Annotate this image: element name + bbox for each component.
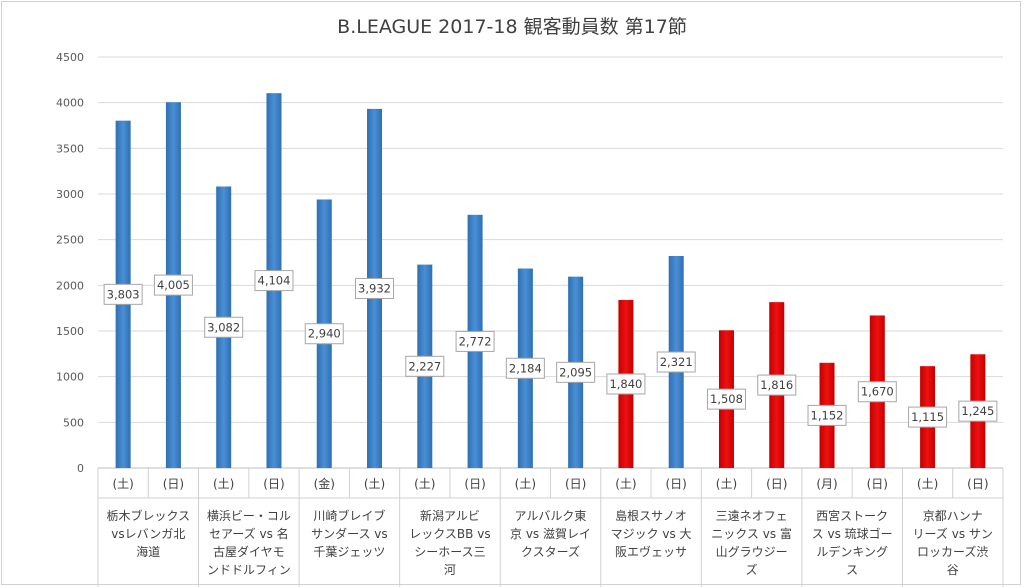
category-label: 川崎ブレイブ xyxy=(313,508,385,523)
data-label-box xyxy=(405,355,445,377)
y-tick-label: 1000 xyxy=(56,371,84,384)
day-label: (日) xyxy=(766,477,787,491)
data-label-box xyxy=(706,388,746,410)
category-label: ス vs 琉球ゴー xyxy=(812,526,893,541)
data-label: 2,772 xyxy=(459,334,492,348)
y-tick-label: 1500 xyxy=(56,325,84,338)
category-label: リーズ vs サン xyxy=(913,526,993,541)
y-tick-label: 500 xyxy=(63,416,84,429)
category-label: 横浜ビー・コル xyxy=(207,509,291,523)
y-tick-label: 3000 xyxy=(56,188,84,201)
day-label: (土) xyxy=(917,477,938,491)
data-label: 3,082 xyxy=(207,320,240,334)
category-label: 京 vs 滋賀レイ xyxy=(510,527,591,541)
day-label: (日) xyxy=(464,477,485,491)
data-label-box xyxy=(958,400,998,422)
data-label: 1,245 xyxy=(961,404,994,418)
day-label: (土) xyxy=(112,477,133,491)
data-label: 1,115 xyxy=(911,410,944,424)
category-label: 千葉ジェッツ xyxy=(313,545,385,559)
category-label: ニックス vs 富 xyxy=(711,526,792,541)
day-label: (日) xyxy=(967,477,988,491)
chart-title: B.LEAGUE 2017-18 観客動員数 第17節 xyxy=(337,16,687,38)
category-label: 谷 xyxy=(947,563,959,577)
category-label: 古屋ダイヤモ xyxy=(213,544,285,559)
data-label-box xyxy=(606,373,646,395)
day-label: (金) xyxy=(314,476,335,491)
data-label: 1,152 xyxy=(811,408,844,422)
data-label: 1,670 xyxy=(861,385,894,399)
y-tick-label: 0 xyxy=(77,462,84,475)
category-label: ンドドルフィン xyxy=(207,563,291,577)
data-label-box xyxy=(556,361,596,383)
data-label-box xyxy=(908,406,948,428)
y-tick-label: 3500 xyxy=(56,142,84,155)
day-label: (日) xyxy=(263,477,284,491)
data-label-box xyxy=(656,351,696,373)
data-label-box xyxy=(857,381,897,403)
day-label: (月) xyxy=(816,477,837,491)
day-label: (日) xyxy=(163,477,184,491)
y-tick-label: 2500 xyxy=(56,234,84,247)
data-label: 2,095 xyxy=(559,365,592,379)
data-label: 4,005 xyxy=(157,278,190,292)
category-label: 京都ハンナ xyxy=(923,509,983,523)
data-label-box xyxy=(455,330,495,352)
day-label: (土) xyxy=(213,477,234,491)
data-label: 1,508 xyxy=(710,392,743,406)
category-label: vsレバンガ北 xyxy=(111,527,185,541)
data-label-box xyxy=(807,404,847,426)
category-label: マジック vs 大 xyxy=(611,527,692,541)
category-label: アルバルク東 xyxy=(515,509,587,523)
category-label: 西宮ストーク xyxy=(816,508,888,523)
y-tick-label: 2000 xyxy=(56,279,84,292)
data-label: 2,227 xyxy=(408,359,441,373)
data-label: 2,940 xyxy=(308,327,341,341)
y-tick-label: 4500 xyxy=(56,51,84,64)
y-tick-label: 4000 xyxy=(56,97,84,110)
category-label: 栃木ブレックス xyxy=(106,508,190,523)
data-label: 1,840 xyxy=(609,377,642,391)
category-label: ス xyxy=(846,563,858,577)
category-label: 三遠ネオフェ xyxy=(716,509,788,523)
category-label: 山グラウジー xyxy=(716,545,788,559)
day-label: (土) xyxy=(515,477,536,491)
data-label: 3,932 xyxy=(358,281,391,295)
day-label: (土) xyxy=(615,477,636,491)
day-label: (日) xyxy=(565,477,586,491)
category-label: 河 xyxy=(444,563,456,577)
day-label: (土) xyxy=(364,477,385,491)
data-label-box xyxy=(254,270,294,292)
category-label: 海道 xyxy=(136,544,160,559)
data-label-box xyxy=(505,357,545,379)
day-label: (日) xyxy=(666,477,687,491)
data-label: 2,184 xyxy=(509,361,542,375)
data-label-box xyxy=(153,274,193,296)
data-label-box xyxy=(103,283,143,305)
category-label: ルデンキング xyxy=(816,544,888,559)
data-label-box xyxy=(204,316,244,338)
category-label: クスターズ xyxy=(521,544,580,559)
data-label: 1,816 xyxy=(760,378,793,392)
data-label: 4,104 xyxy=(258,274,291,288)
category-label: ズ xyxy=(746,562,758,577)
category-label: レックスBB vs xyxy=(409,527,490,541)
category-label: シーホース三 xyxy=(414,545,485,559)
data-label-box xyxy=(355,277,395,299)
day-label: (日) xyxy=(867,477,888,491)
data-label-box xyxy=(304,323,344,345)
day-label: (土) xyxy=(716,477,737,491)
category-label: サンダース vs xyxy=(311,526,388,541)
category-label: ロッカーズ渋 xyxy=(917,544,988,559)
data-label: 2,321 xyxy=(660,355,693,369)
day-label: (土) xyxy=(414,477,435,491)
category-label: 島根スサノオ xyxy=(615,508,687,523)
category-label: 新潟アルビ xyxy=(420,508,480,523)
data-label: 3,803 xyxy=(107,287,140,301)
category-label: 阪エヴェッサ xyxy=(615,544,687,559)
category-label: セアーズ vs 名 xyxy=(209,526,289,541)
data-label-box xyxy=(757,374,797,396)
